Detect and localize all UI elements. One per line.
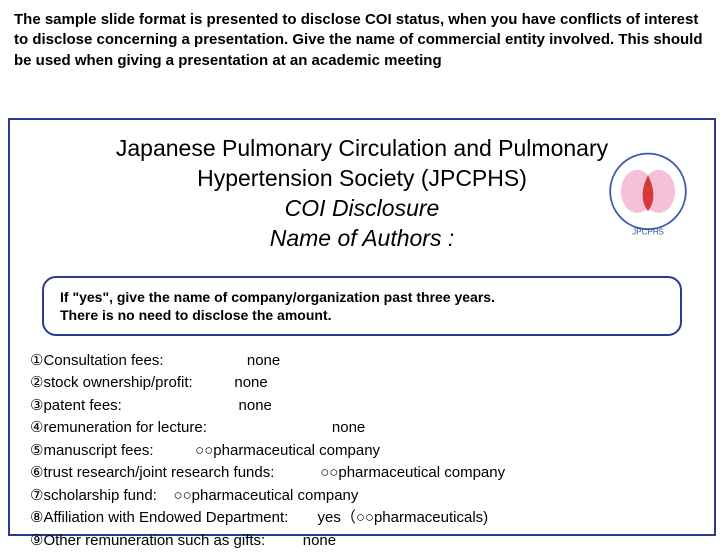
slide-title: Japanese Pulmonary Circulation and Pulmo…: [10, 134, 714, 254]
disclosure-item: ④remuneration for lecture: none: [30, 417, 694, 440]
title-line-1: Japanese Pulmonary Circulation and Pulmo…: [116, 135, 608, 161]
note-line-1: If "yes", give the name of company/organ…: [60, 288, 664, 306]
note-line-2: There is no need to disclose the amount.: [60, 306, 664, 324]
intro-paragraph: The sample slide format is presented to …: [0, 0, 720, 77]
disclosure-item: ③patent fees: none: [30, 395, 694, 418]
disclosure-item: ⑥trust research/joint research funds: ○○…: [30, 462, 694, 485]
disclosure-item: ⑨Other remuneration such as gifts: none: [30, 530, 694, 552]
sample-slide: JPCPHS Japanese Pulmonary Circulation an…: [8, 118, 716, 536]
disclosure-item: ⑧Affiliation with Endowed Department: ye…: [30, 507, 694, 530]
disclosure-item: ①Consultation fees: none: [30, 350, 694, 373]
note-box: If "yes", give the name of company/organ…: [42, 276, 682, 336]
title-line-4: Name of Authors :: [10, 224, 714, 254]
disclosure-item: ⑤manuscript fees: ○○pharmaceutical compa…: [30, 440, 694, 463]
disclosure-item: ②stock ownership/profit: none: [30, 372, 694, 395]
disclosure-list: ①Consultation fees: none ②stock ownershi…: [30, 350, 694, 552]
title-line-3: COI Disclosure: [10, 194, 714, 224]
title-line-2: Hypertension Society (JPCPHS): [10, 164, 714, 194]
disclosure-item: ⑦scholarship fund: ○○pharmaceutical comp…: [30, 485, 694, 508]
